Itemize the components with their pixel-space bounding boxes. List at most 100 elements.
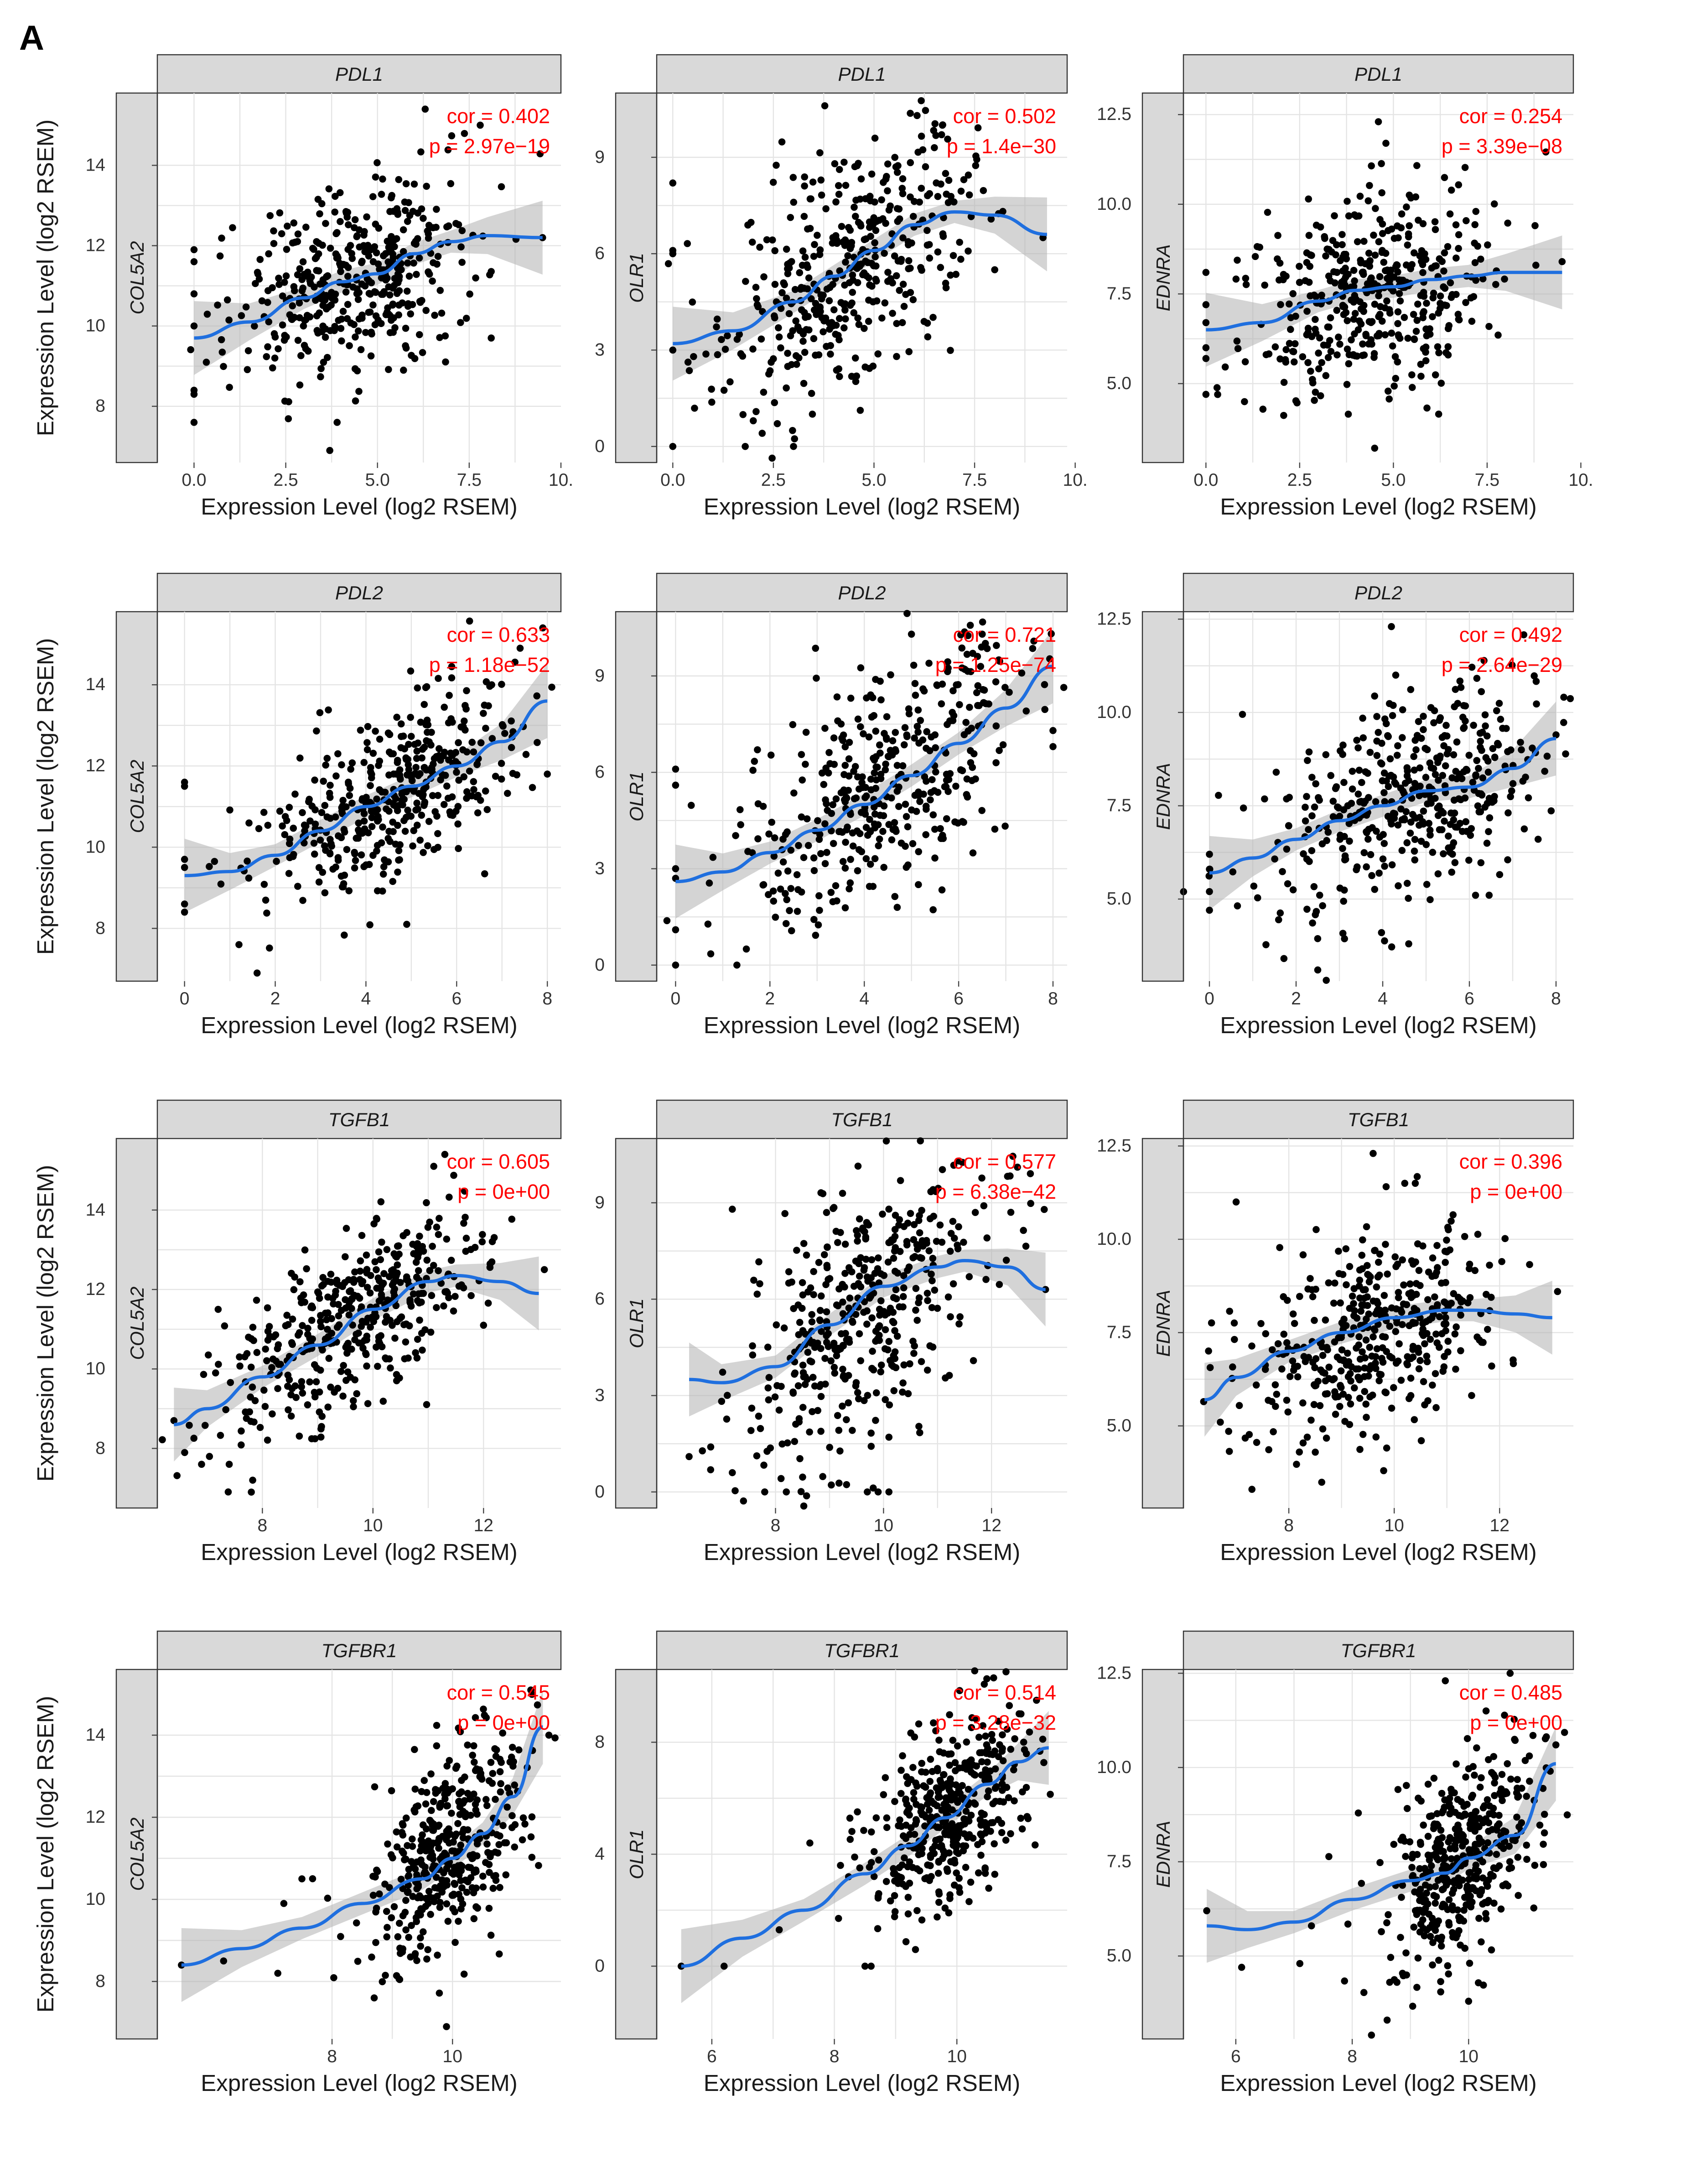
smooth-line	[194, 234, 543, 340]
data-point	[1395, 1289, 1402, 1296]
data-point	[437, 1279, 445, 1287]
data-point	[842, 794, 850, 801]
panel-label: A	[19, 19, 44, 57]
data-point	[1241, 398, 1248, 406]
data-point	[380, 863, 388, 871]
data-point	[1547, 807, 1555, 815]
data-point	[241, 1353, 249, 1361]
data-point	[353, 1390, 361, 1398]
data-point	[283, 817, 291, 824]
data-point	[1287, 326, 1294, 333]
data-point	[907, 289, 914, 296]
data-point	[1323, 1344, 1331, 1351]
data-point	[923, 728, 930, 735]
data-point	[872, 676, 879, 683]
data-point	[316, 210, 323, 218]
data-point	[1333, 307, 1341, 314]
data-point	[1404, 334, 1412, 342]
data-point	[845, 1304, 853, 1312]
data-point	[918, 1358, 925, 1365]
data-point	[508, 744, 515, 751]
data-point	[832, 795, 840, 803]
facet-strip-top	[1183, 1099, 1574, 1139]
data-point	[420, 701, 428, 708]
data-point	[1336, 884, 1344, 892]
data-point	[1475, 764, 1482, 772]
data-point	[458, 259, 466, 266]
data-point	[423, 182, 430, 190]
data-point	[374, 1274, 382, 1282]
data-point	[889, 737, 897, 744]
data-point	[843, 1416, 850, 1424]
smooth-line	[1209, 737, 1556, 875]
data-point	[884, 187, 891, 195]
data-point	[1375, 869, 1383, 877]
data-point	[410, 1863, 417, 1871]
data-point	[341, 871, 348, 879]
data-point	[704, 920, 712, 928]
data-point	[1425, 1268, 1432, 1276]
data-point	[508, 717, 515, 725]
data-point	[1274, 232, 1281, 239]
data-point	[1406, 829, 1414, 837]
data-point	[913, 1316, 921, 1324]
data-point	[245, 1333, 252, 1341]
data-point	[1060, 684, 1068, 691]
cor-annotation: cor = 0.577	[953, 1150, 1056, 1173]
data-point	[834, 1239, 841, 1246]
data-point	[372, 1939, 379, 1946]
data-point	[339, 796, 347, 804]
data-point	[442, 358, 449, 366]
data-point	[275, 1361, 282, 1368]
data-point	[384, 1840, 391, 1848]
data-point	[1318, 1478, 1326, 1486]
data-point	[455, 1918, 462, 1925]
data-point	[747, 1427, 755, 1434]
data-point	[381, 789, 389, 796]
data-point	[1336, 812, 1344, 820]
data-point	[918, 1768, 925, 1776]
data-point	[1303, 855, 1311, 863]
data-point	[511, 1843, 519, 1851]
data-point	[972, 162, 980, 169]
data-point	[496, 1884, 503, 1891]
data-point	[1336, 1403, 1344, 1410]
data-point	[905, 348, 913, 355]
data-point	[1394, 1357, 1402, 1365]
data-point	[521, 1820, 529, 1828]
data-point	[1370, 231, 1377, 239]
data-point	[929, 776, 936, 784]
data-point	[351, 850, 358, 858]
data-point	[377, 1256, 384, 1264]
data-point	[904, 1910, 912, 1918]
data-point	[203, 310, 211, 318]
data-point	[1453, 738, 1461, 746]
data-point	[801, 348, 809, 356]
data-point	[1325, 1363, 1333, 1371]
data-point	[802, 728, 810, 736]
data-point	[1250, 882, 1258, 890]
data-point	[827, 350, 834, 358]
data-point	[974, 653, 981, 660]
data-point	[1001, 822, 1009, 830]
data-point	[876, 835, 883, 843]
data-point	[783, 384, 790, 392]
data-point	[401, 1856, 408, 1864]
data-point	[826, 284, 834, 291]
data-point	[1371, 251, 1379, 259]
data-point	[867, 1274, 875, 1282]
data-point	[200, 1371, 208, 1378]
data-point	[866, 883, 873, 890]
data-point	[318, 200, 326, 208]
data-point	[1346, 837, 1353, 845]
data-point	[1271, 1381, 1279, 1388]
data-point	[528, 1853, 536, 1861]
data-point	[334, 750, 342, 758]
data-point	[325, 185, 333, 192]
data-point	[1380, 259, 1388, 266]
data-point	[1488, 1362, 1495, 1370]
data-point	[418, 1842, 425, 1850]
data-point	[1417, 360, 1425, 368]
data-point	[1311, 1316, 1318, 1324]
data-point	[799, 1404, 807, 1411]
